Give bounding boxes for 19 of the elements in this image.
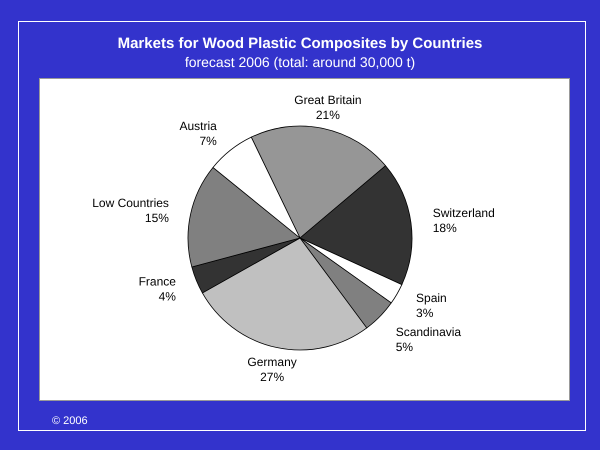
slice-label: Switzerland	[432, 206, 495, 220]
data-label: 4%	[158, 290, 176, 304]
slice-label: Scandinavia	[396, 325, 462, 340]
text: © 2006	[52, 415, 88, 427]
data-label: 3%	[416, 306, 434, 320]
data-label: 21%	[316, 108, 340, 122]
chart-title: Markets for Wood Plastic Composites by Countries	[118, 35, 482, 52]
slice-label: Austria	[179, 118, 218, 133]
slice-label: Germany	[247, 355, 297, 370]
slice-label: Spain	[416, 291, 447, 306]
slice-label: Low Countries	[92, 196, 169, 210]
slice-label: Great Britain	[294, 92, 362, 107]
data-label: 5%	[396, 340, 414, 354]
data-label: 27%	[260, 370, 284, 384]
slice-label: France	[138, 274, 176, 289]
data-label: 15%	[144, 211, 170, 226]
data-label: 18%	[432, 220, 458, 235]
data-label: 7%	[199, 134, 218, 148]
chart-subtitle: forecast 2006 (total: around 30,000 t)	[184, 54, 416, 70]
